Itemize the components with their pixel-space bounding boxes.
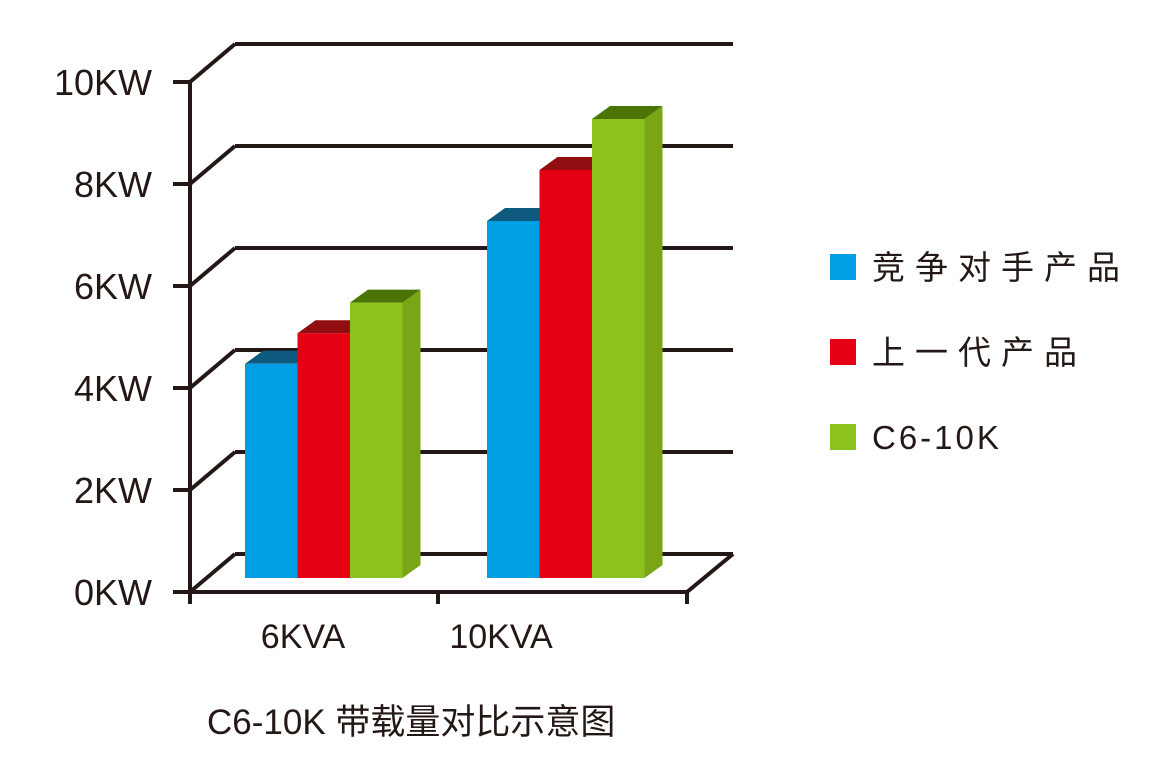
bars-layer: [245, 106, 663, 578]
y-tick-label: 10KW: [54, 62, 152, 103]
y-tick-label: 0KW: [74, 572, 152, 613]
legend-item: C6-10K: [830, 419, 1002, 456]
axis-labels-layer: 0KW 2KW 4KW 6KW 8KW 10KW 6KVA 10KVA: [54, 62, 553, 656]
bar-front-face: [297, 333, 350, 578]
gridline-diagonal: [188, 552, 237, 594]
legend-swatch: [830, 254, 856, 280]
chart-title: C6-10K 带载量对比示意图: [207, 703, 615, 742]
bar-front-face: [350, 302, 403, 578]
x-category-label: 10KVA: [449, 618, 553, 656]
legend-swatch: [830, 424, 856, 450]
gridline-diagonal: [188, 450, 237, 492]
y-tick-label: 6KW: [74, 266, 152, 307]
bar-front-face: [539, 170, 592, 578]
bar-side-face: [402, 289, 421, 578]
legend-item: 上一代产品: [830, 334, 1087, 371]
gridline-diagonal: [188, 348, 237, 390]
legend-label: 竞争对手产品: [872, 249, 1130, 286]
legend-swatch: [830, 339, 856, 365]
y-tick-label: 8KW: [74, 164, 152, 205]
y-tick-label: 4KW: [74, 368, 152, 409]
legend-label: 上一代产品: [872, 334, 1087, 371]
bar-side-face: [644, 106, 663, 578]
bar-front-face: [487, 221, 540, 578]
y-tick-label: 2KW: [74, 470, 152, 511]
gridline-diagonal: [188, 246, 237, 288]
bar-top-face: [592, 106, 663, 119]
bar-front-face: [245, 363, 298, 578]
floor-right-edge: [685, 552, 735, 594]
bar-top-face: [350, 289, 421, 303]
gridline-diagonal: [188, 42, 237, 84]
gridline-diagonal: [188, 144, 237, 186]
legend-item: 竞争对手产品: [830, 249, 1130, 286]
legend-label: C6-10K: [872, 419, 1002, 456]
bar-front-face: [592, 119, 645, 578]
x-category-label: 6KVA: [261, 618, 346, 656]
